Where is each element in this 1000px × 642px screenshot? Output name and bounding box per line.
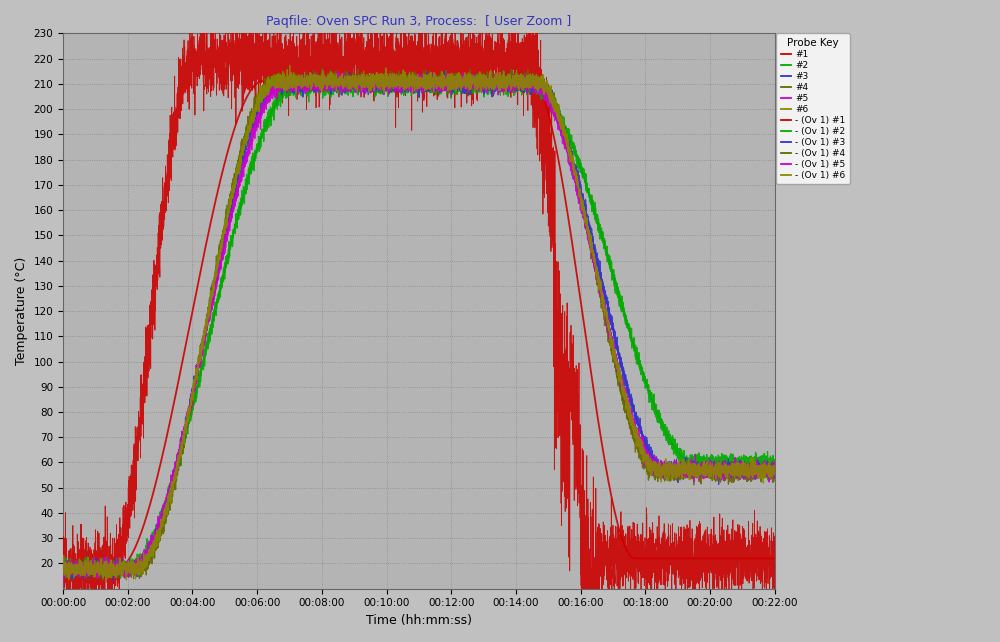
Title: Paqfile: Oven SPC Run 3, Process:  [ User Zoom ]: Paqfile: Oven SPC Run 3, Process: [ User… [266, 15, 572, 28]
Legend: #1, #2, #3, #4, #5, #6, - (Ov 1) #1, - (Ov 1) #2, - (Ov 1) #3, - (Ov 1) #4, - (O: #1, #2, #3, #4, #5, #6, - (Ov 1) #1, - (… [776, 33, 850, 184]
Y-axis label: Temperature (°C): Temperature (°C) [15, 257, 28, 365]
X-axis label: Time (hh:mm:ss): Time (hh:mm:ss) [366, 614, 472, 627]
